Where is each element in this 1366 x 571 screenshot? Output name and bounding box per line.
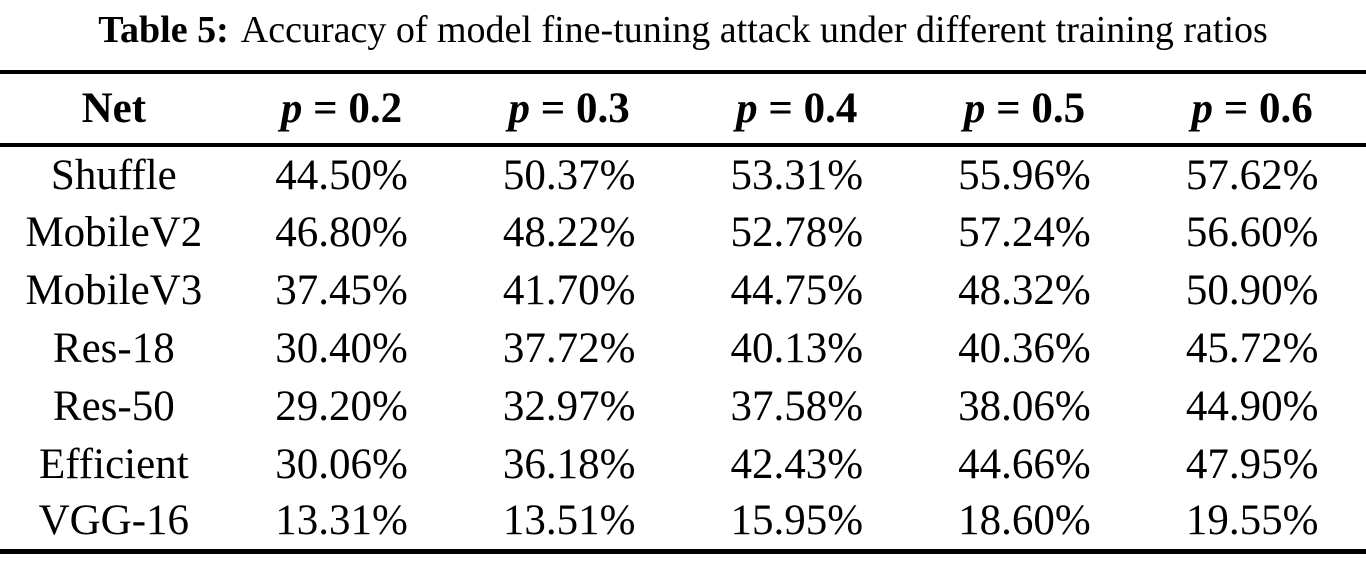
net-cell: MobileV2 xyxy=(25,208,203,256)
value-cell: 18.60% xyxy=(958,497,1091,545)
results-table: Net p = 0.2 p = 0.3 p = 0.4 p = 0.5 p = … xyxy=(0,70,1366,554)
value-cell: 48.32% xyxy=(958,266,1091,314)
value-cell: 56.60% xyxy=(1185,208,1319,256)
p-value: = 0.2 xyxy=(302,85,403,132)
table-row: MobileV2 46.80% 48.22% 52.78% 57.24% 56.… xyxy=(0,203,1366,261)
value-cell: 46.80% xyxy=(275,208,408,256)
table-row: MobileV3 37.45% 41.70% 44.75% 48.32% 50.… xyxy=(0,261,1366,319)
value-cell: 44.90% xyxy=(1185,382,1319,430)
value-cell: 19.55% xyxy=(1185,497,1319,545)
net-cell: VGG-16 xyxy=(38,497,190,545)
value-cell: 44.75% xyxy=(730,266,864,314)
value-cell: 37.58% xyxy=(730,382,864,430)
value-cell: 15.95% xyxy=(730,497,864,545)
value-cell: 37.45% xyxy=(275,266,408,314)
p-variable: p xyxy=(280,85,303,132)
value-cell: 57.62% xyxy=(1185,151,1319,199)
p-variable: p xyxy=(508,85,531,132)
table-row: Efficient 30.06% 36.18% 42.43% 44.66% 47… xyxy=(0,435,1366,493)
value-cell: 42.43% xyxy=(730,440,864,488)
table-row: Res-18 30.40% 37.72% 40.13% 40.36% 45.72… xyxy=(0,319,1366,377)
value-cell: 40.36% xyxy=(958,324,1091,372)
table-row: VGG-16 13.31% 13.51% 15.95% 18.60% 19.55… xyxy=(0,493,1366,551)
value-cell: 36.18% xyxy=(502,440,636,488)
table-row: Shuffle 44.50% 50.37% 53.31% 55.96% 57.6… xyxy=(0,145,1366,203)
p-variable: p xyxy=(963,85,986,132)
p-value: = 0.5 xyxy=(985,85,1086,132)
net-cell: MobileV3 xyxy=(25,266,203,314)
value-cell: 50.90% xyxy=(1185,266,1319,314)
value-cell: 44.66% xyxy=(958,440,1091,488)
table-header: Net p = 0.2 p = 0.3 p = 0.4 p = 0.5 p = … xyxy=(0,72,1366,145)
table-header-row: Net p = 0.2 p = 0.3 p = 0.4 p = 0.5 p = … xyxy=(0,72,1366,145)
value-cell: 50.37% xyxy=(502,151,636,199)
column-header-net: Net xyxy=(81,85,147,132)
value-cell: 29.20% xyxy=(275,382,408,430)
table-caption-text: Accuracy of model fine-tuning attack und… xyxy=(240,9,1268,51)
table-body: Shuffle 44.50% 50.37% 53.31% 55.96% 57.6… xyxy=(0,145,1366,551)
p-value: = 0.6 xyxy=(1213,85,1313,132)
value-cell: 48.22% xyxy=(502,208,636,256)
p-value: = 0.3 xyxy=(530,85,630,132)
value-cell: 55.96% xyxy=(958,151,1091,199)
net-cell: Efficient xyxy=(39,440,189,488)
value-cell: 30.06% xyxy=(275,440,408,488)
value-cell: 44.50% xyxy=(275,151,408,199)
value-cell: 13.31% xyxy=(275,497,408,545)
net-cell: Res-18 xyxy=(52,324,175,372)
value-cell: 57.24% xyxy=(958,208,1091,256)
value-cell: 37.72% xyxy=(502,324,636,372)
p-variable: p xyxy=(736,85,758,132)
value-cell: 32.97% xyxy=(502,382,636,430)
column-header-p02: p = 0.2 xyxy=(228,72,456,145)
value-cell: 47.95% xyxy=(1185,440,1319,488)
value-cell: 40.13% xyxy=(730,324,864,372)
table-caption: Table 5: Accuracy of model fine-tuning at… xyxy=(0,2,1366,58)
net-cell: Res-50 xyxy=(52,382,175,430)
column-header-p04: p = 0.4 xyxy=(683,72,911,145)
p-variable: p xyxy=(1191,85,1214,132)
value-cell: 38.06% xyxy=(958,382,1091,430)
value-cell: 13.51% xyxy=(502,497,636,545)
net-cell: Shuffle xyxy=(50,151,177,199)
value-cell: 30.40% xyxy=(275,324,408,372)
table-caption-label: Table 5: xyxy=(98,9,229,51)
p-value: = 0.4 xyxy=(757,85,858,132)
value-cell: 45.72% xyxy=(1185,324,1319,372)
value-cell: 41.70% xyxy=(502,266,636,314)
value-cell: 52.78% xyxy=(730,208,864,256)
value-cell: 53.31% xyxy=(730,151,864,199)
column-header-p03: p = 0.3 xyxy=(455,72,683,145)
column-header-p05: p = 0.5 xyxy=(911,72,1139,145)
table-row: Res-50 29.20% 32.97% 37.58% 38.06% 44.90… xyxy=(0,377,1366,435)
column-header-p06: p = 0.6 xyxy=(1138,72,1366,145)
